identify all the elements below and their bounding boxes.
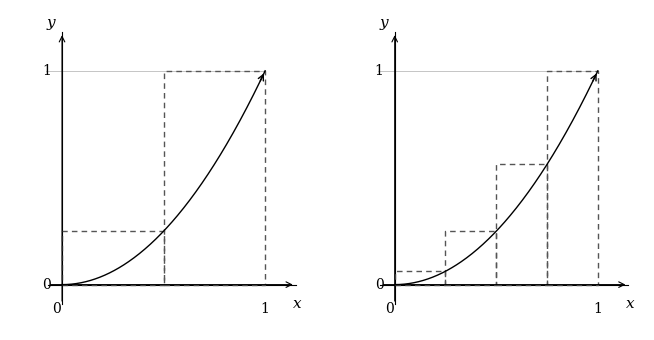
Text: 1: 1	[261, 302, 269, 316]
Text: 1: 1	[593, 302, 602, 316]
Text: x: x	[293, 298, 302, 311]
Text: 0: 0	[52, 302, 61, 316]
Text: y: y	[379, 16, 388, 30]
Text: 1: 1	[375, 64, 383, 78]
Text: y: y	[46, 16, 55, 30]
Text: 0: 0	[375, 278, 383, 292]
Text: 1: 1	[42, 64, 51, 78]
Text: 0: 0	[385, 302, 394, 316]
Text: x: x	[626, 298, 634, 311]
Text: 0: 0	[42, 278, 51, 292]
